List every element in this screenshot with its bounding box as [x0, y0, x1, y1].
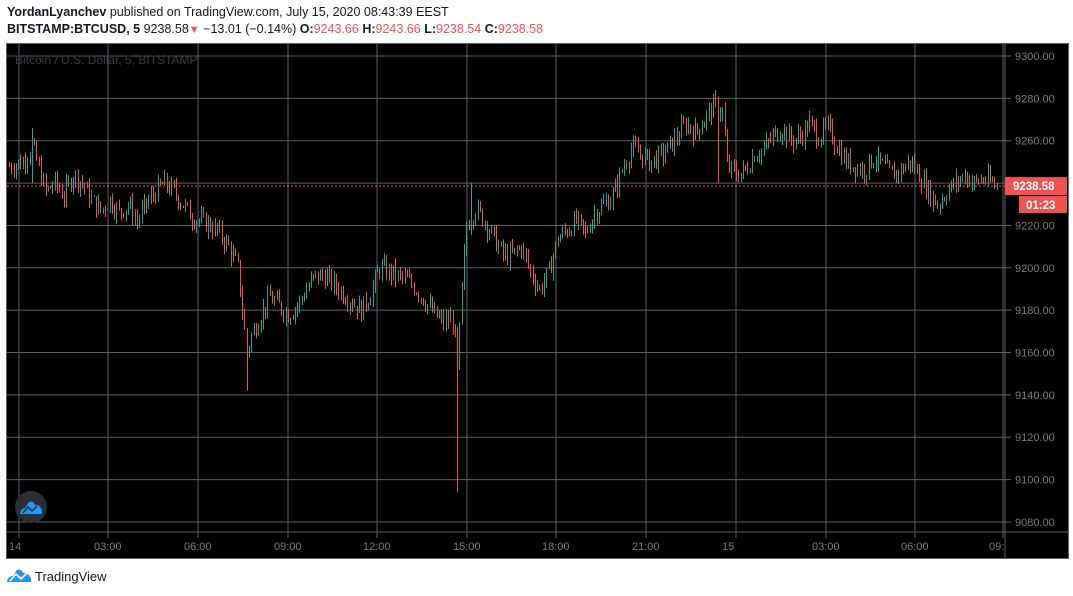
- countdown-badge: [1019, 196, 1067, 214]
- y-tick-label: 9100.00: [1015, 475, 1055, 487]
- y-tick-label: 9300.00: [1015, 51, 1055, 63]
- x-tick-label: 14: [9, 541, 21, 553]
- x-tick-label: 09:: [989, 541, 1004, 553]
- y-tick-label: 9200.00: [1015, 263, 1055, 275]
- y-tick-label: 9280.00: [1015, 93, 1055, 105]
- y-tick-label: 9120.00: [1015, 432, 1055, 444]
- x-tick-label: 03:00: [94, 541, 122, 553]
- x-tick-label: 12:00: [363, 541, 391, 553]
- low-label: L:: [424, 22, 437, 36]
- countdown-badge-text: 01:23: [1026, 200, 1055, 212]
- candlestick-chart[interactable]: 9300.009280.009260.009240.009220.009200.…: [7, 44, 1068, 558]
- last-price-badge-text: 9238.58: [1013, 181, 1055, 193]
- x-tick-label: 15:00: [453, 541, 481, 553]
- x-tick-label: 06:00: [901, 541, 929, 553]
- x-tick-label: 09:00: [274, 541, 302, 553]
- low-value: 9238.54: [436, 22, 482, 36]
- chart-watermark: Bitcoin / U.S. Dollar, 5, BITSTAMP: [15, 53, 198, 67]
- open-value: 9243.66: [313, 22, 359, 36]
- close-label: C:: [484, 22, 498, 36]
- x-tick-label: 21:00: [632, 541, 660, 553]
- last-price-badge: [1005, 177, 1067, 196]
- x-tick-label: 18:00: [542, 541, 570, 553]
- tradingview-chart-logo-icon[interactable]: [15, 491, 47, 523]
- y-tick-label: 9080.00: [1015, 517, 1055, 529]
- y-tick-label: 9160.00: [1015, 348, 1055, 360]
- tradingview-brand: TradingView: [35, 568, 107, 584]
- y-tick-label: 9220.00: [1015, 220, 1055, 232]
- author-name[interactable]: YordanLyanchev: [7, 5, 107, 19]
- publish-info: YordanLyanchev published on TradingView.…: [7, 5, 449, 19]
- last-price: 9238.58: [143, 22, 189, 36]
- high-value: 9243.66: [375, 22, 421, 36]
- x-tick-label: 15: [722, 541, 734, 553]
- close-value: 9238.58: [497, 22, 544, 36]
- tradingview-logo-icon: [7, 569, 31, 582]
- x-tick-label: 06:00: [184, 541, 212, 553]
- y-tick-label: 9180.00: [1015, 305, 1055, 317]
- tradingview-footer[interactable]: TradingView: [6, 568, 107, 584]
- high-label: H:: [362, 22, 376, 36]
- published-text: published on TradingView.com, July 15, 2…: [106, 5, 449, 19]
- down-arrow-icon: ▼: [188, 24, 200, 36]
- chart-pane[interactable]: 9300.009280.009260.009240.009220.009200.…: [6, 43, 1069, 559]
- open-label: O:: [299, 22, 314, 36]
- y-tick-label: 9140.00: [1015, 390, 1055, 402]
- price-change: −13.01 (−0.14%): [203, 22, 297, 36]
- symbol-legend: BITSTAMP:BTCUSD, 5 9238.58▼ −13.01 (−0.1…: [7, 22, 543, 36]
- x-tick-label: 03:00: [812, 541, 840, 553]
- y-tick-label: 9260.00: [1015, 136, 1055, 148]
- symbol-label: BITSTAMP:BTCUSD, 5: [7, 22, 141, 36]
